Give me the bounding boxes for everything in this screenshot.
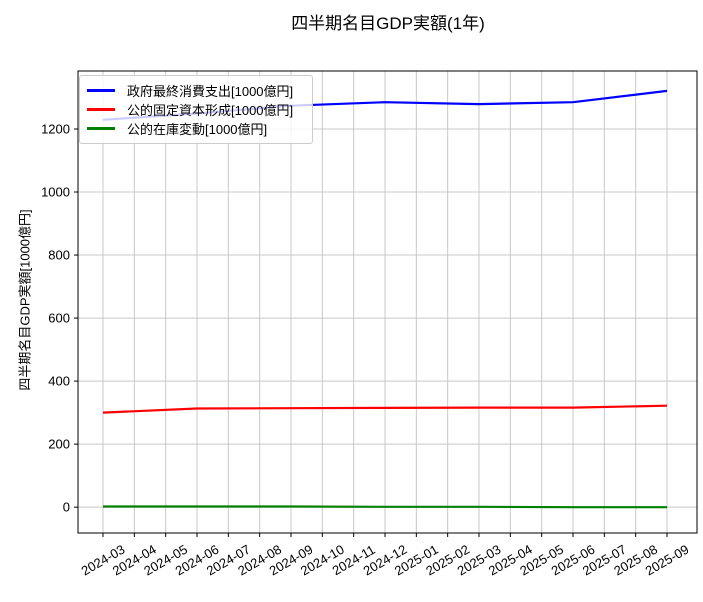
legend-swatch-public-fixed-capital-formation	[87, 108, 115, 111]
y-tick-label: 1000	[41, 185, 70, 200]
y-tick-label: 600	[48, 311, 70, 326]
y-tick-label: 1200	[41, 121, 70, 136]
legend-item-government-final-consumption: 政府最終消費支出[1000億円]	[87, 81, 304, 100]
public-inventory-change-line	[103, 505, 667, 509]
legend-item-public-fixed-capital-formation: 公的固定資本形成[1000億円]	[87, 100, 304, 119]
legend-swatch-government-final-consumption	[87, 89, 115, 92]
legend-item-public-inventory-change: 公的在庫変動[1000億円]	[87, 119, 304, 138]
y-tick-label: 800	[48, 248, 70, 263]
public-fixed-capital-formation-line	[102, 404, 668, 414]
chart-title: 四半期名目GDP実額(1年)	[291, 14, 485, 33]
y-tick-label: 200	[48, 437, 70, 452]
y-tick-label: 400	[48, 374, 70, 389]
plot-border	[77, 70, 698, 534]
y-tick-label: 0	[63, 500, 70, 515]
legend: 政府最終消費支出[1000億円] 公的固定資本形成[1000億円] 公的在庫変動[1…	[79, 75, 313, 144]
legend-label: 政府最終消費支出[1000億円]	[127, 84, 294, 99]
legend-label: 公的固定資本形成[1000億円]	[127, 103, 294, 118]
y-axis-label: 四半期名目GDP実額[1000億円]	[17, 209, 33, 391]
legend-label: 公的在庫変動[1000億円]	[127, 122, 268, 137]
legend-swatch-public-inventory-change	[87, 127, 115, 130]
